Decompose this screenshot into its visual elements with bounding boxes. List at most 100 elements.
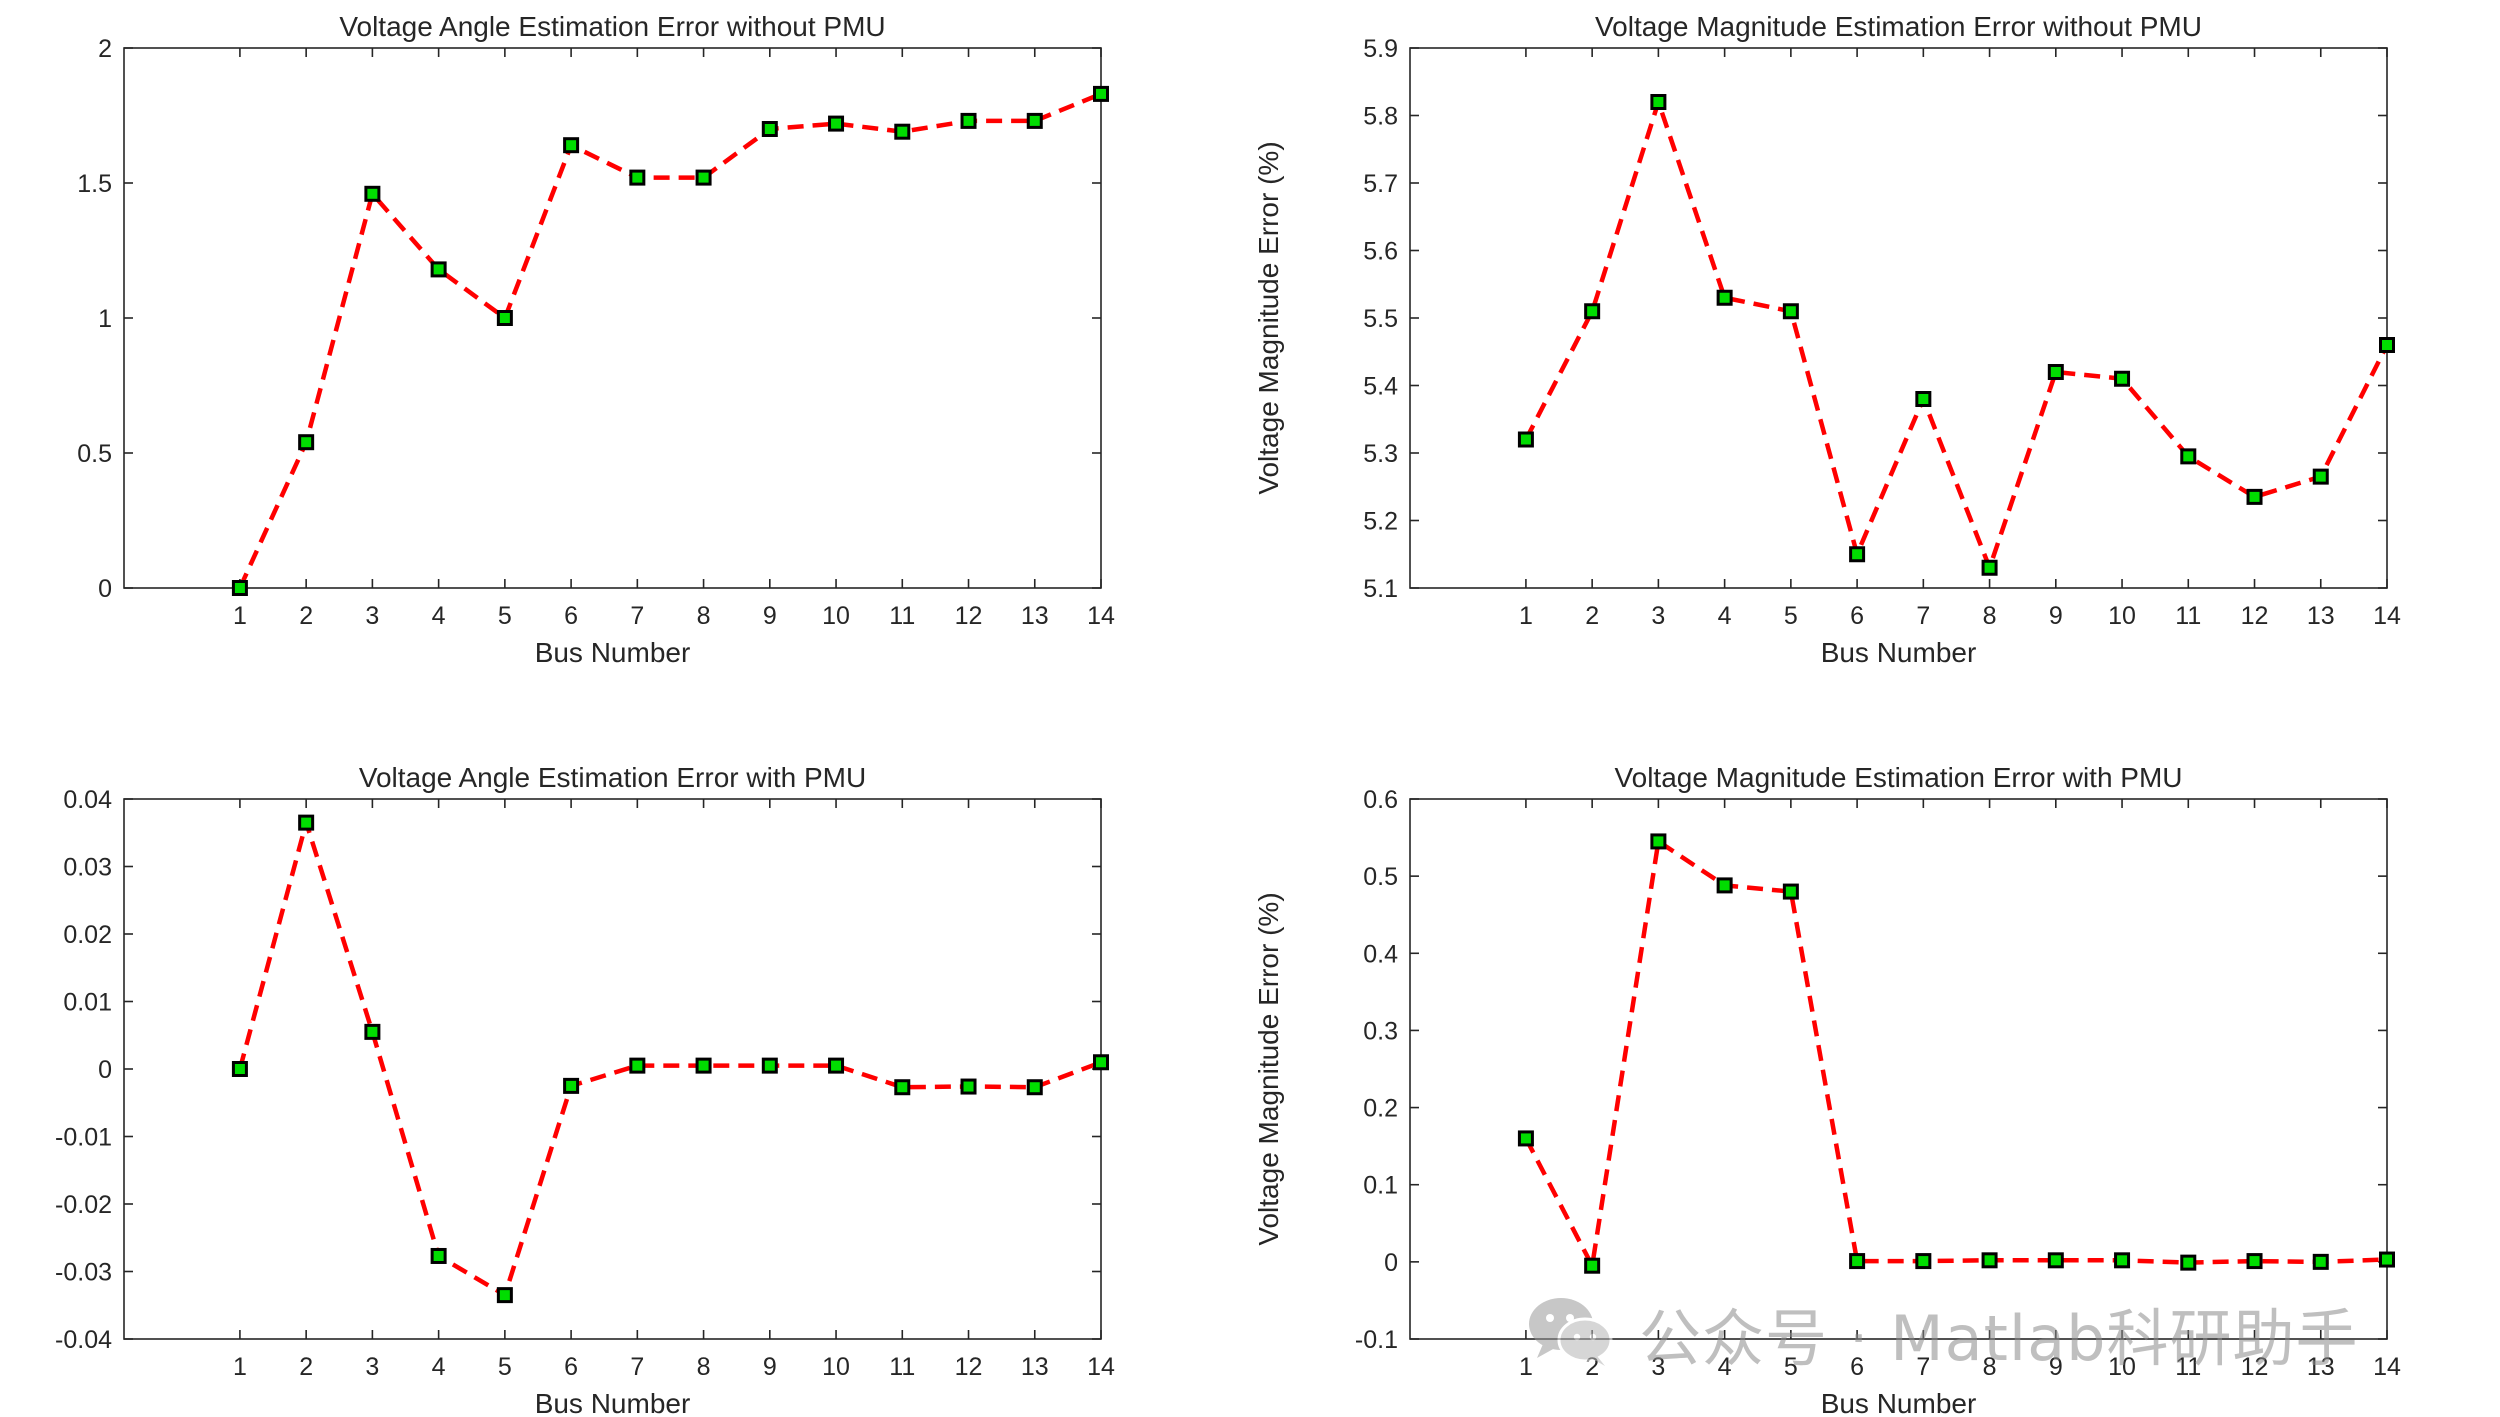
- series-line: [1523, 839, 2388, 1268]
- x-tick-label: 5: [1784, 1353, 1798, 1381]
- x-tick-label: 9: [763, 602, 777, 630]
- data-point: [2114, 1252, 2131, 1269]
- data-point: [1584, 1257, 1601, 1274]
- x-tick-label: 14: [2373, 602, 2401, 630]
- data-point: [496, 1287, 513, 1304]
- wechat-icon: [1525, 1292, 1617, 1374]
- data-point: [364, 185, 381, 202]
- data-point: [828, 1057, 845, 1074]
- x-tick-label: 8: [697, 602, 711, 630]
- chart-title: Voltage Angle Estimation Error with PMU: [359, 762, 866, 793]
- y-tick-label: 5.8: [1363, 103, 1398, 131]
- x-tick-label: 12: [955, 1353, 983, 1381]
- y-tick-label: -0.03: [55, 1259, 112, 1287]
- data-point: [364, 1023, 381, 1040]
- x-tick-label: 12: [2241, 602, 2269, 630]
- x-tick-label: 1: [233, 602, 247, 630]
- x-tick-label: 4: [1718, 602, 1732, 630]
- x-axis-label: Bus Number: [1821, 1388, 1977, 1417]
- y-axis-label: Voltage Magnitude Error (%): [1253, 892, 1284, 1245]
- data-point: [1716, 877, 1733, 894]
- data-point: [1650, 833, 1667, 850]
- x-tick-label: 2: [1585, 602, 1599, 630]
- x-tick-label: 14: [1087, 602, 1115, 630]
- data-point: [563, 1077, 580, 1094]
- x-tick-label: 2: [299, 1353, 313, 1381]
- x-tick-label: 12: [955, 602, 983, 630]
- data-point: [828, 115, 845, 132]
- y-tick-label: 0.3: [1363, 1017, 1398, 1045]
- y-tick-label: 0.4: [1363, 940, 1398, 968]
- y-tick-label: 0.5: [77, 440, 112, 468]
- data-point: [2312, 468, 2329, 485]
- data-point: [1517, 1130, 1534, 1147]
- x-tick-label: 4: [1718, 1353, 1732, 1381]
- x-tick-label: 7: [630, 1353, 644, 1381]
- data-point: [2246, 1253, 2263, 1270]
- x-tick-label: 7: [1916, 1353, 1930, 1381]
- x-tick-label: 9: [2049, 602, 2063, 630]
- data-point: [2379, 337, 2395, 353]
- x-tick-label: 4: [432, 1353, 446, 1381]
- x-tick-label: 10: [822, 1353, 850, 1381]
- x-tick-label: 11: [2175, 602, 2201, 630]
- data-point: [430, 1247, 447, 1264]
- y-tick-label: 0.5: [1363, 863, 1398, 891]
- x-tick-label: 1: [233, 1353, 247, 1381]
- data-point: [1849, 1253, 1866, 1270]
- data-point: [2180, 448, 2197, 465]
- x-tick-label: 3: [1651, 1353, 1665, 1381]
- x-tick-label: 11: [2175, 1353, 2201, 1381]
- data-point: [2180, 1254, 2197, 1271]
- x-tick-label: 2: [299, 602, 313, 630]
- data-point: [1915, 391, 1932, 407]
- data-point: [1093, 1054, 1109, 1071]
- data-point: [2312, 1253, 2329, 1270]
- y-tick-label: 0.02: [63, 921, 112, 949]
- data-point: [1026, 112, 1043, 129]
- data-point: [695, 1057, 712, 1074]
- y-tick-label: 5.9: [1363, 35, 1398, 63]
- data-point: [1782, 883, 1799, 900]
- data-point: [960, 112, 977, 129]
- y-tick-label: 2: [98, 35, 112, 63]
- data-point: [1981, 1252, 1998, 1269]
- y-tick-label: 0.6: [1363, 786, 1398, 814]
- y-tick-label: 5.4: [1363, 373, 1398, 401]
- data-point: [894, 1079, 911, 1096]
- chart-title: Voltage Angle Estimation Error without P…: [339, 11, 885, 42]
- y-tick-label: 5.5: [1363, 305, 1398, 333]
- series-line: [237, 91, 1102, 589]
- data-point: [430, 261, 447, 278]
- x-tick-label: 5: [498, 1353, 512, 1381]
- watermark: 公众号 · Matlab科研助手: [1525, 1288, 2359, 1378]
- x-tick-label: 6: [1850, 1353, 1864, 1381]
- subplot-magnitude-without-pmu: 5.15.25.35.45.55.65.75.85.91 2 3 4 5 6 7 8 9 10 11…: [1253, 11, 2401, 668]
- data-point: [695, 169, 712, 186]
- x-tick-label: 5: [498, 602, 512, 630]
- axes-box: [123, 47, 1102, 589]
- x-tick-label: 9: [763, 1353, 777, 1381]
- x-tick-label: 14: [1087, 1353, 1115, 1381]
- data-point: [1026, 1079, 1043, 1096]
- x-tick-label: 14: [2373, 1353, 2401, 1381]
- x-tick-label: 10: [2108, 1353, 2136, 1381]
- x-tick-label: 3: [365, 1353, 379, 1381]
- data-point: [1981, 559, 1998, 576]
- x-tick-label: 4: [432, 602, 446, 630]
- x-tick-label: 13: [1021, 1353, 1049, 1381]
- data-point: [1517, 431, 1534, 448]
- y-axis-label: Voltage Magnitude Error (%): [1253, 141, 1284, 494]
- data-point: [1849, 546, 1866, 563]
- y-tick-label: 0.03: [63, 854, 112, 882]
- data-point: [1782, 303, 1799, 320]
- subplot-magnitude-with-pmu: -0.100.10.20.30.40.50.61 2 3 4 5 6 7 8 9 10 11 12 13…: [1253, 762, 2401, 1417]
- data-point: [1915, 1253, 1932, 1270]
- y-tick-label: 0.04: [63, 786, 112, 814]
- data-point: [298, 814, 315, 831]
- data-point: [2114, 370, 2131, 387]
- y-tick-label: 0.01: [63, 989, 112, 1017]
- x-tick-label: 8: [697, 1353, 711, 1381]
